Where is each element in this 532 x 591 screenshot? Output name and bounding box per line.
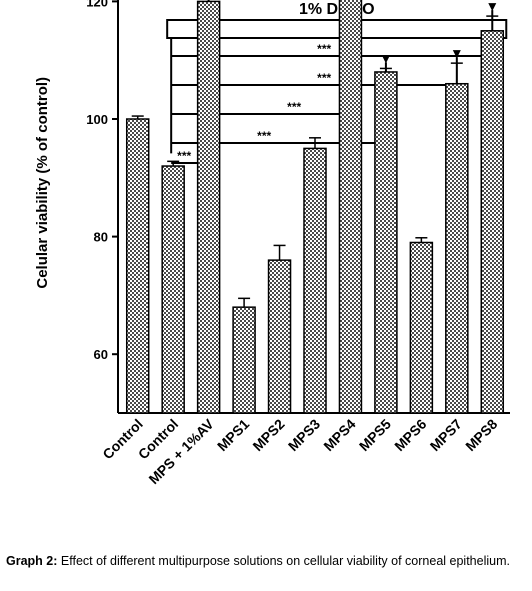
chart-title: 1% DMSO: [299, 1, 375, 18]
arrow-head: [381, 55, 390, 64]
bar: [161, 165, 185, 414]
y-tick-label: 120: [86, 0, 108, 9]
bar: [232, 306, 256, 414]
bar: [196, 0, 221, 414]
x-tick-label: MPS2: [249, 416, 287, 454]
bar: [445, 82, 469, 414]
dmso-bracket: [166, 19, 508, 39]
bar-chart: 1% DMSO *** *** *** *** *** 60 80 100 120 Celula…: [34, 0, 510, 487]
significance-label: ***: [317, 42, 331, 56]
figure-caption: Graph 2: Effect of different multipurpos…: [6, 553, 526, 569]
y-tick-label: 100: [86, 112, 108, 127]
significance-label: ***: [257, 129, 271, 143]
bar: [374, 71, 398, 414]
significance-label: ***: [177, 149, 191, 163]
x-tick-label: MPS4: [320, 416, 358, 454]
x-tick-label: MPS8: [462, 416, 500, 454]
caption-text: Effect of different multipurpose solutio…: [60, 554, 510, 568]
x-tick-label: MPS6: [391, 416, 429, 454]
significance-label: ***: [287, 100, 301, 114]
x-tick-label: MPS7: [427, 416, 465, 454]
bar: [480, 30, 505, 414]
bar: [338, 0, 363, 414]
significance-label: ***: [317, 71, 331, 85]
x-tick-label: MPS1: [214, 416, 252, 454]
x-tick-label: MPS5: [356, 416, 394, 454]
arrow-head: [488, 3, 497, 12]
y-tick-label: 60: [94, 347, 108, 362]
bar: [303, 147, 327, 414]
caption-label: Graph 2:: [6, 554, 58, 568]
bar: [125, 118, 150, 414]
bar: [409, 241, 434, 414]
y-tick-label: 80: [94, 230, 108, 245]
bar: [267, 259, 292, 414]
x-tick-label: MPS3: [285, 416, 323, 454]
y-axis-label: Celular viability (% of control): [34, 77, 51, 289]
arrow-head: [452, 50, 461, 59]
